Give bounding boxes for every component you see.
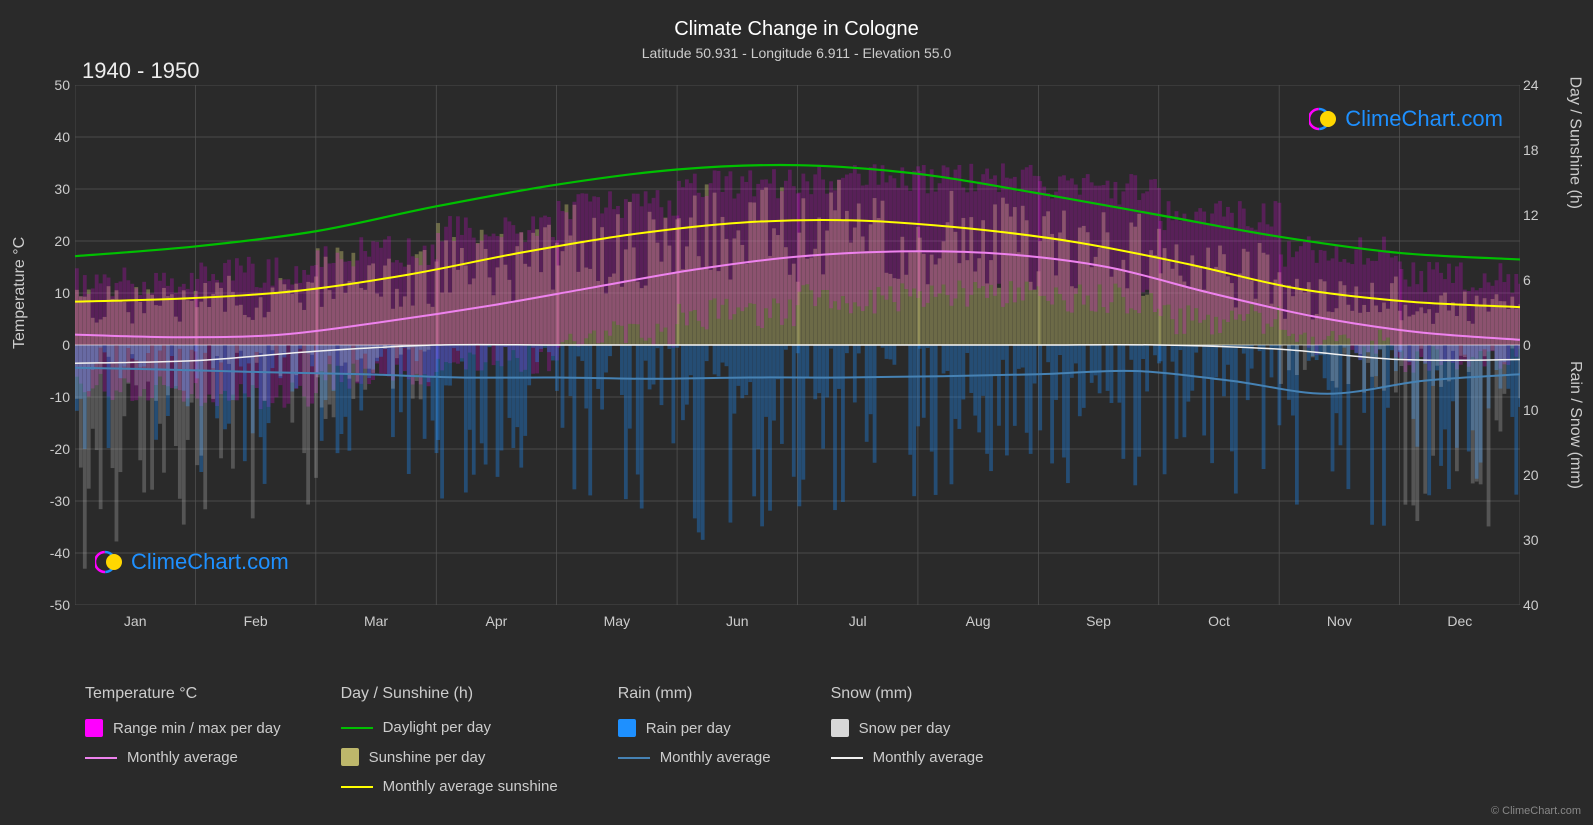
legend-label: Range min / max per day: [113, 720, 281, 737]
axis-tick: Apr: [478, 613, 514, 629]
legend-group-title: Rain (mm): [618, 685, 771, 703]
legend-swatch: [831, 719, 849, 737]
axis-tick: 30: [40, 181, 70, 197]
legend-item: Sunshine per day: [341, 748, 558, 766]
watermark-top: ClimeChart.com: [1309, 105, 1503, 133]
axis-tick: Mar: [358, 613, 394, 629]
axis-tick: 10: [1523, 402, 1553, 418]
legend-swatch: [618, 757, 650, 759]
axis-tick: Jun: [719, 613, 755, 629]
legend-swatch: [85, 757, 117, 759]
climate-chart: Climate Change in Cologne Latitude 50.93…: [0, 0, 1593, 825]
y-axis-right-top-label: Day / Sunshine (h): [1566, 76, 1584, 209]
axis-tick: Nov: [1321, 613, 1357, 629]
legend-label: Sunshine per day: [369, 749, 486, 766]
axis-tick: 30: [1523, 532, 1553, 548]
legend-label: Monthly average: [873, 749, 984, 766]
legend-swatch: [618, 719, 636, 737]
copyright: © ClimeChart.com: [1491, 805, 1581, 817]
watermark-text: ClimeChart.com: [131, 549, 289, 575]
axis-tick: 0: [1523, 337, 1553, 353]
legend-swatch: [341, 748, 359, 766]
logo-icon: [95, 548, 123, 576]
axis-tick: -50: [40, 597, 70, 613]
legend-item: Monthly average: [831, 749, 984, 766]
axis-tick: -20: [40, 441, 70, 457]
legend-label: Monthly average: [127, 749, 238, 766]
axis-tick: Jul: [840, 613, 876, 629]
legend-label: Snow per day: [859, 720, 951, 737]
axis-tick: May: [599, 613, 635, 629]
legend-item: Monthly average: [85, 749, 281, 766]
axis-tick: -10: [40, 389, 70, 405]
legend-group-title: Temperature °C: [85, 685, 281, 703]
axis-tick: Feb: [238, 613, 274, 629]
legend-group-title: Day / Sunshine (h): [341, 685, 558, 703]
axis-tick: 18: [1523, 142, 1553, 158]
legend-label: Monthly average: [660, 749, 771, 766]
legend-swatch: [341, 727, 373, 729]
axis-tick: 50: [40, 77, 70, 93]
axis-tick: -40: [40, 545, 70, 561]
legend-group: Day / Sunshine (h) Daylight per day Sunshi…: [341, 685, 558, 795]
legend-item: Rain per day: [618, 719, 771, 737]
axis-tick: 0: [40, 337, 70, 353]
axis-tick: Oct: [1201, 613, 1237, 629]
legend-item: Daylight per day: [341, 719, 558, 736]
y-axis-right-bottom-label: Rain / Snow (mm): [1566, 361, 1584, 489]
axis-tick: 12: [1523, 207, 1553, 223]
axis-tick: 6: [1523, 272, 1553, 288]
chart-subtitle: Latitude 50.931 - Longitude 6.911 - Elev…: [0, 41, 1593, 61]
period-label: 1940 - 1950: [82, 58, 199, 84]
watermark-text: ClimeChart.com: [1345, 106, 1503, 132]
axis-tick: 24: [1523, 77, 1553, 93]
axis-tick: -30: [40, 493, 70, 509]
axis-tick: Aug: [960, 613, 996, 629]
legend-item: Range min / max per day: [85, 719, 281, 737]
legend-group-title: Snow (mm): [831, 685, 984, 703]
legend-label: Daylight per day: [383, 719, 491, 736]
legend-item: Snow per day: [831, 719, 984, 737]
legend-swatch: [341, 786, 373, 788]
legend: Temperature °C Range min / max per day Mon…: [85, 685, 1533, 795]
y-axis-left-label: Temperature °C: [11, 237, 29, 349]
watermark-bottom: ClimeChart.com: [95, 548, 289, 576]
axis-tick: 40: [40, 129, 70, 145]
legend-label: Rain per day: [646, 720, 731, 737]
axis-tick: 20: [40, 233, 70, 249]
plot-svg: [75, 85, 1520, 605]
legend-item: Monthly average: [618, 749, 771, 766]
legend-swatch: [85, 719, 103, 737]
axis-tick: Sep: [1081, 613, 1117, 629]
chart-title: Climate Change in Cologne: [0, 0, 1593, 41]
legend-group: Snow (mm) Snow per day Monthly average: [831, 685, 984, 795]
legend-item: Monthly average sunshine: [341, 778, 558, 795]
legend-swatch: [831, 757, 863, 759]
axis-tick: Jan: [117, 613, 153, 629]
axis-tick: Dec: [1442, 613, 1478, 629]
logo-icon: [1309, 105, 1337, 133]
legend-group: Temperature °C Range min / max per day Mon…: [85, 685, 281, 795]
axis-tick: 40: [1523, 597, 1553, 613]
axis-tick: 10: [40, 285, 70, 301]
legend-group: Rain (mm) Rain per day Monthly average: [618, 685, 771, 795]
axis-tick: 20: [1523, 467, 1553, 483]
legend-label: Monthly average sunshine: [383, 778, 558, 795]
